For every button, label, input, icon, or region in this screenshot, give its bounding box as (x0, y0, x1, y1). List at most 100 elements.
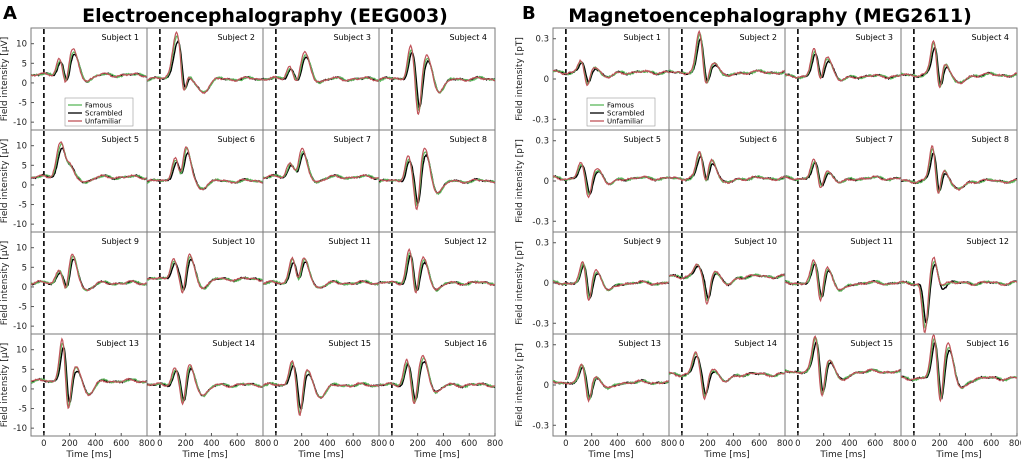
x-tick-label: 400 (841, 439, 857, 449)
x-axis-label: Time [ms] (181, 450, 227, 460)
subplot-subject-8: Subject 8 (900, 129, 1018, 233)
subject-label: Subject 3 (855, 33, 893, 42)
subplot-subject-11: Subject 11 (262, 231, 380, 335)
subplot-subject-2: Subject 2 (668, 27, 786, 131)
legend-scrambled-label: Scrambled (85, 110, 122, 118)
x-tick-label: 400 (609, 439, 625, 449)
subplot-subject-7: Subject 7 (262, 129, 380, 233)
famous-trace (379, 252, 495, 293)
subject-label: Subject 3 (333, 33, 371, 42)
x-tick-label: 600 (461, 439, 477, 449)
x-tick-label: 400 (957, 439, 973, 449)
subplot-subject-3: Subject 3 (262, 27, 380, 131)
subject-label: Subject 14 (734, 339, 777, 348)
y-tick-label: 0.3 (535, 239, 549, 249)
unfamiliar-trace (901, 39, 1017, 89)
x-tick-label: 800 (371, 439, 387, 449)
x-tick-label: 400 (725, 439, 741, 449)
unfamiliar-trace (901, 256, 1017, 334)
unfamiliar-trace (31, 253, 147, 292)
unfamiliar-trace (31, 337, 147, 410)
unfamiliar-trace (785, 259, 901, 303)
subject-label: Subject 6 (217, 135, 255, 144)
subplot-subject-15: Subject 15 0 200 400 600 800 Time [ms] (784, 333, 909, 460)
eeg-panel-title: Electroencephalography (EEG003) (82, 5, 448, 27)
subplot-frame (668, 27, 786, 131)
y-tick-label: -5 (19, 303, 27, 313)
legend-unfamiliar-label: Unfamiliar (607, 118, 643, 126)
y-tick-label: 0 (544, 279, 549, 289)
subplot-frame (784, 333, 902, 437)
y-tick-label: -10 (13, 220, 27, 230)
x-tick-label: 200 (700, 439, 716, 449)
x-tick-label: 800 (661, 439, 677, 449)
famous-trace (31, 342, 147, 409)
x-tick-label: 0 (389, 439, 394, 449)
y-tick-label: 0.3 (535, 341, 549, 351)
subplot-subject-5: Subject 5 -10 -5 0 5 10 Field intensity [μV] (0, 129, 148, 233)
y-tick-label: -10 (13, 118, 27, 128)
unfamiliar-trace (263, 50, 379, 83)
subject-label: Subject 13 (618, 339, 661, 348)
y-axis-label: Field intensity [μV] (0, 241, 10, 325)
meg-panel-title: Magnetoencephalography (MEG2611) (568, 5, 972, 27)
x-tick-label: 400 (87, 439, 103, 449)
subplot-subject-4: Subject 4 (900, 27, 1018, 131)
subplot-subject-10: Subject 10 (146, 231, 264, 335)
unfamiliar-trace (553, 59, 669, 87)
x-tick-label: 800 (255, 439, 271, 449)
x-tick-label: 800 (139, 439, 155, 449)
legend-famous-label: Famous (607, 102, 634, 110)
x-tick-label: 200 (816, 439, 832, 449)
x-tick-label: 200 (62, 439, 78, 449)
x-tick-label: 600 (983, 439, 999, 449)
famous-trace (147, 35, 263, 93)
meg-subplot-grid: Subject 1 -0.3 0 0.3 Field intensity [pT] Fam… (515, 27, 1021, 460)
subplot-frame (552, 129, 670, 233)
x-axis-label: Time [ms] (819, 450, 865, 460)
y-tick-label: 0.3 (535, 35, 549, 45)
y-tick-label: 0 (22, 79, 27, 89)
y-tick-label: 5 (22, 59, 27, 69)
y-tick-label: -5 (19, 99, 27, 109)
x-tick-label: 400 (319, 439, 335, 449)
x-axis-label: Time [ms] (297, 450, 343, 460)
subject-label: Subject 8 (971, 135, 1009, 144)
subplot-subject-2: Subject 2 (146, 27, 264, 131)
y-tick-label: 5 (22, 263, 27, 273)
unfamiliar-trace (669, 351, 785, 401)
x-tick-label: 600 (867, 439, 883, 449)
subplot-frame (900, 27, 1018, 131)
subject-label: Subject 4 (971, 33, 1009, 42)
x-tick-label: 0 (795, 439, 800, 449)
subplot-subject-14: Subject 14 0 200 400 600 800 Time [ms] (146, 333, 271, 460)
unfamiliar-trace (379, 43, 495, 116)
x-tick-label: 200 (584, 439, 600, 449)
subplot-subject-9: Subject 9 -10 -5 0 5 10 Field intensity [μV] (0, 231, 148, 335)
subject-label: Subject 7 (333, 135, 371, 144)
unfamiliar-trace (785, 335, 901, 398)
panel-letter-b: B (522, 3, 536, 24)
y-tick-label: 0 (544, 381, 549, 391)
y-tick-label: 0.3 (535, 137, 549, 147)
y-tick-label: -0.3 (532, 115, 549, 125)
subplot-subject-14: Subject 14 0 200 400 600 800 Time [ms] (668, 333, 793, 460)
subplot-subject-13: Subject 13 -10 -5 0 5 10 Field intensity [μV] 0… (0, 333, 155, 460)
subject-label: Subject 16 (966, 339, 1009, 348)
y-tick-label: 5 (22, 161, 27, 171)
legend-famous-label: Famous (85, 102, 112, 110)
subplot-subject-15: Subject 15 0 200 400 600 800 Time [ms] (262, 333, 387, 460)
x-tick-label: 200 (410, 439, 426, 449)
subplot-subject-9: Subject 9 -0.3 0 0.3 Field intensity [pT] (515, 231, 670, 335)
x-axis-label: Time [ms] (935, 450, 981, 460)
x-tick-label: 600 (751, 439, 767, 449)
subject-label: Subject 15 (850, 339, 893, 348)
subject-label: Subject 11 (850, 237, 893, 246)
y-axis-label: Field intensity [μV] (0, 37, 10, 121)
y-tick-label: 0 (22, 181, 27, 191)
x-axis-label: Time [ms] (65, 450, 111, 460)
subject-label: Subject 4 (449, 33, 487, 42)
unfamiliar-trace (31, 141, 147, 183)
unfamiliar-trace (553, 161, 669, 199)
